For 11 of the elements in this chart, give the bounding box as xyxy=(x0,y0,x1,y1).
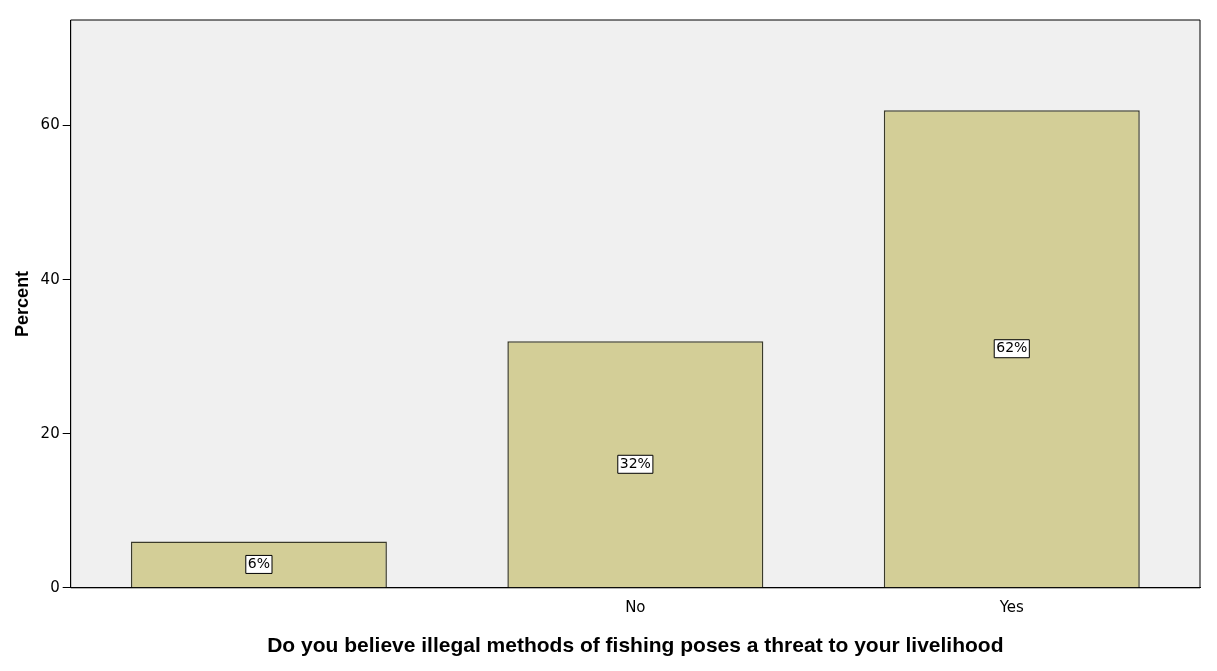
data-label: 6% xyxy=(247,555,271,572)
x-axis-title: Do you believe illegal methods of fishing poses a threat to your livelihood xyxy=(267,633,1004,657)
y-tick-label: 0 xyxy=(50,577,60,596)
y-tick-label: 60 xyxy=(40,115,60,134)
data-label: 62% xyxy=(996,339,1028,356)
x-tick-label: No xyxy=(625,597,646,616)
x-tick-label: Yes xyxy=(998,597,1025,616)
y-tick-label: 20 xyxy=(40,423,60,442)
y-tick-label: 40 xyxy=(40,269,60,288)
y-axis-title: Percent xyxy=(11,270,32,337)
data-label: 32% xyxy=(619,454,651,471)
